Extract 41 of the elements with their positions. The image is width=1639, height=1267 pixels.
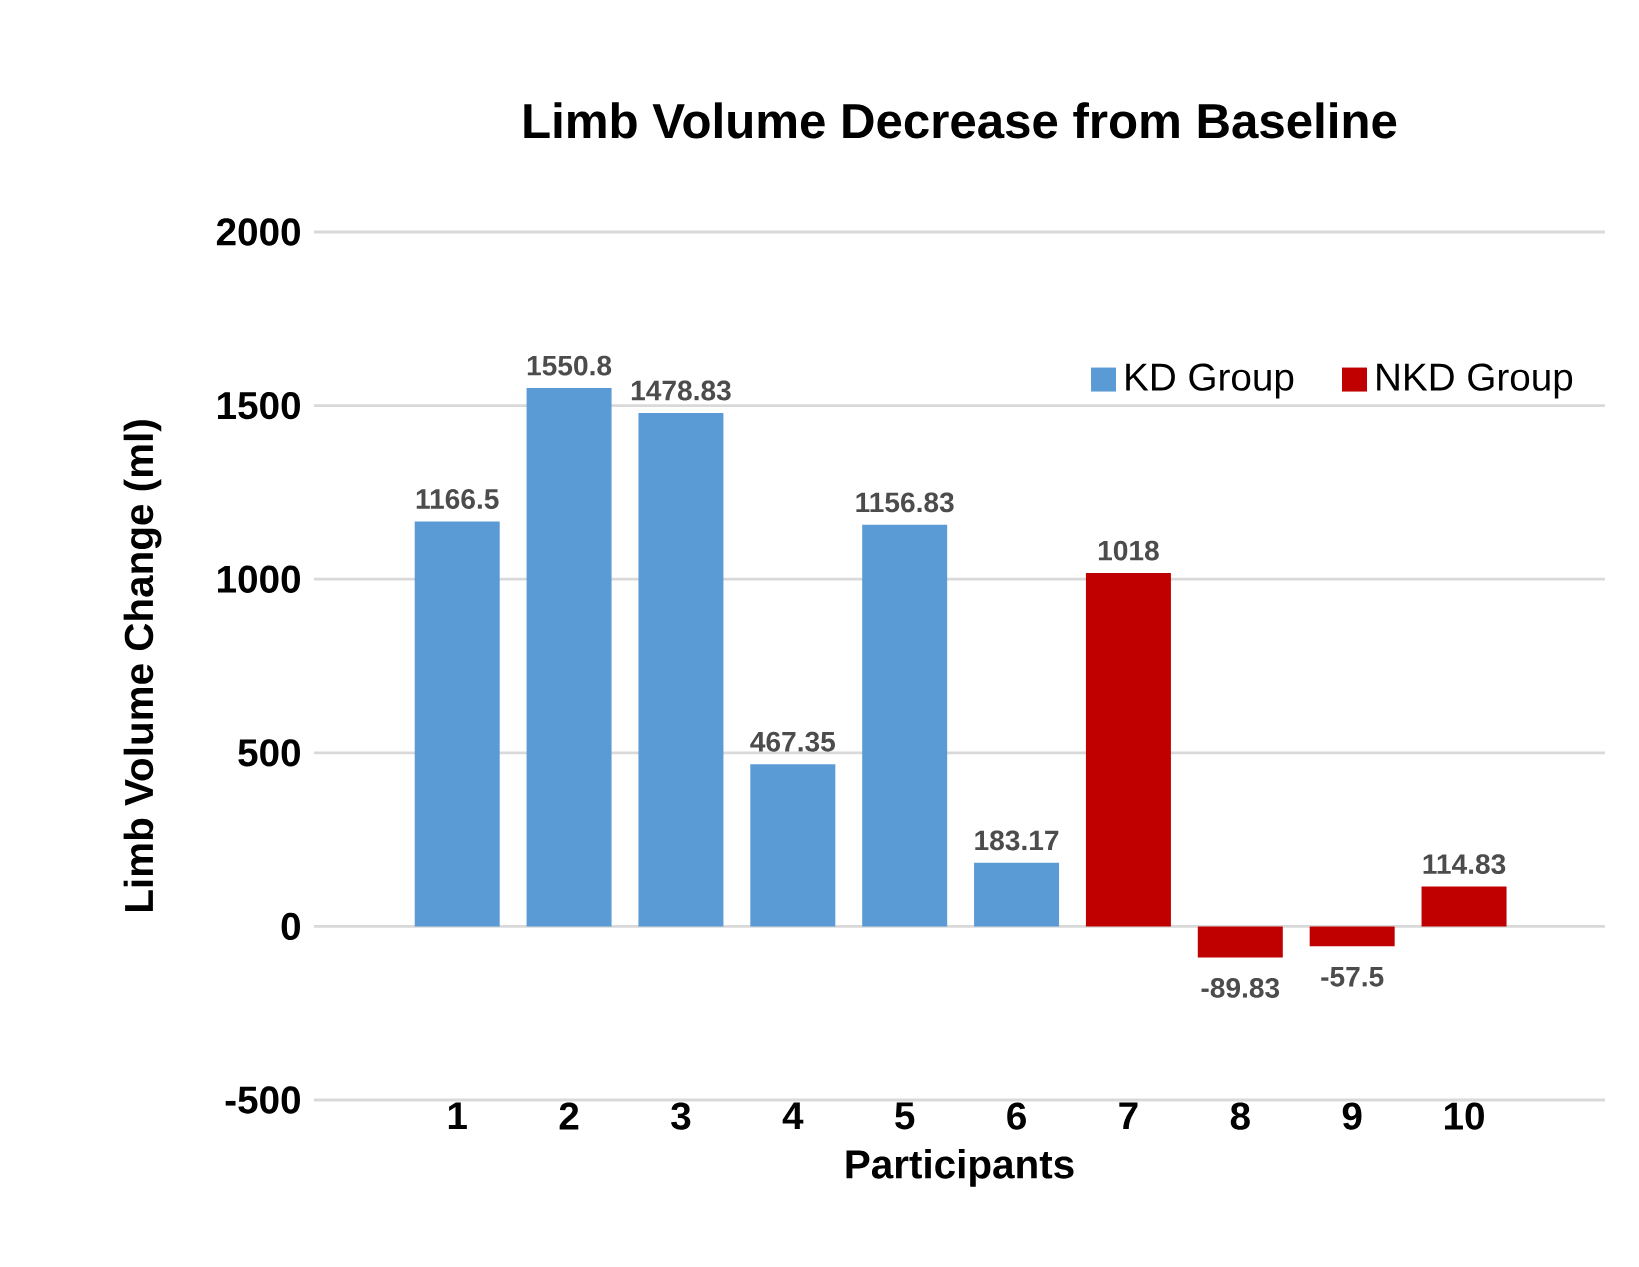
y-tick-label: -500: [225, 1086, 300, 1114]
x-tick-label: 4: [782, 1102, 804, 1129]
bar: [1309, 926, 1395, 947]
x-tick-label: 1: [448, 1102, 467, 1129]
legend-label: NKD Group: [1377, 363, 1573, 399]
x-tick-label: 3: [671, 1102, 691, 1130]
y-tick-label: 0: [281, 912, 300, 941]
data-label: 1156.83: [856, 492, 954, 513]
y-tick-label: 2000: [216, 218, 300, 246]
data-label: 1166.5: [416, 489, 499, 509]
x-tick-label: 5: [895, 1102, 915, 1130]
chart-title: Limb Volume Decrease from Baseline: [524, 102, 1397, 139]
y-tick-label: 1000: [218, 565, 300, 593]
x-tick-label: 8: [1230, 1102, 1250, 1130]
x-tick-label: 10: [1444, 1102, 1484, 1130]
y-axis-title: Limb Volume Change (ml): [123, 420, 162, 912]
bar: [974, 862, 1060, 927]
x-tick-label: 6: [1007, 1102, 1026, 1130]
bar: [414, 521, 500, 927]
data-label: 114.83: [1423, 854, 1506, 875]
bar: [1197, 926, 1283, 958]
x-axis-title: Participants: [846, 1148, 1074, 1187]
bar: [526, 387, 612, 927]
y-tick-label: 1500: [218, 391, 300, 420]
legend-label: KD Group: [1126, 363, 1294, 399]
bar: [750, 764, 836, 927]
data-label: 467.35: [750, 731, 835, 752]
data-label: -89.83: [1201, 977, 1280, 998]
data-label: 1550.8: [527, 355, 612, 376]
data-label: 1018: [1098, 540, 1159, 561]
x-tick-label: 9: [1342, 1102, 1362, 1130]
bar: [1085, 572, 1171, 927]
bar: [638, 412, 724, 927]
x-tick-label: 7: [1119, 1102, 1138, 1129]
data-label: 183.17: [975, 830, 1059, 851]
x-tick-label: 2: [559, 1102, 579, 1130]
bar: [1421, 886, 1507, 927]
bar: [862, 524, 948, 927]
y-tick-label: 500: [238, 739, 300, 767]
data-label: 1478.83: [631, 380, 731, 401]
data-label: -57.5: [1321, 967, 1384, 987]
